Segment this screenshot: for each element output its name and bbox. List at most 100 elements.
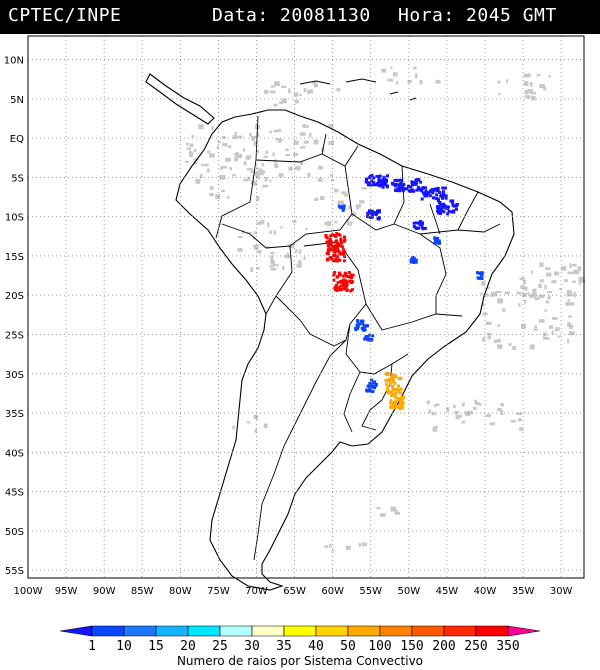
cloud-pixel [567, 299, 570, 302]
legend-tick-label: 200 [432, 639, 455, 654]
cloud-pixel [284, 255, 291, 259]
cloud-pixel [251, 135, 257, 139]
cloud-pixel [320, 195, 325, 200]
cloud-pixel [516, 291, 522, 295]
cloud-pixel [517, 418, 522, 422]
cloud-pixel [285, 154, 291, 157]
lightning-pixel [338, 233, 342, 237]
cloud-pixel [186, 142, 189, 146]
lightning-pixel [391, 385, 394, 388]
cloud-pixel [533, 328, 538, 331]
cloud-pixel [381, 68, 387, 73]
lightning-pixel [414, 183, 418, 186]
lightning-pixel [340, 245, 344, 249]
cloud-pixel [579, 279, 586, 283]
lightning-pixel [438, 191, 442, 194]
cloud-pixel [272, 152, 275, 157]
cloud-pixel [559, 288, 562, 291]
lightning-pixel [343, 271, 347, 275]
cloud-pixel [263, 155, 268, 159]
lightning-pixel [381, 185, 385, 189]
cloud-pixel [487, 335, 491, 340]
lightning-pixel [393, 184, 397, 188]
cloud-pixel [486, 286, 490, 289]
lightning-pixel [342, 287, 346, 291]
lightning-pixel [441, 205, 445, 208]
lightning-pixel [335, 239, 339, 243]
cloud-pixel [358, 543, 361, 548]
lightning-pixel [325, 258, 329, 262]
lat-tick-label: 5N [10, 95, 24, 106]
cloud-pixel [356, 206, 360, 210]
lightning-pixel [428, 194, 432, 198]
cloud-pixel [194, 148, 197, 153]
lightning-pixel [398, 391, 402, 395]
cloud-pixel [193, 158, 199, 161]
lightning-pixel [480, 271, 484, 275]
cloud-pixel [295, 100, 299, 104]
lightning-pixel [422, 186, 426, 190]
lightning-pixel [348, 279, 352, 283]
lightning-pixel [334, 284, 338, 287]
lightning-pixel [436, 208, 440, 212]
lightning-pixel [389, 401, 393, 404]
cloud-pixel [265, 151, 268, 154]
lightning-pixel [432, 196, 435, 200]
cloud-pixel [273, 103, 278, 107]
cloud-pixel [293, 140, 299, 145]
lightning-pixel [441, 190, 445, 194]
cloud-pixel [502, 308, 506, 313]
cloud-pixel [227, 195, 230, 199]
cloud-pixel [435, 79, 441, 84]
lightning-pixel [330, 233, 334, 237]
lightning-pixel [412, 181, 416, 185]
legend-tick-label: 50 [340, 639, 356, 654]
lightning-pixel [327, 244, 331, 248]
cloud-pixel [457, 414, 463, 418]
cloud-pixel [328, 124, 332, 127]
legend-labels: 1 10 15 20 25 30 35 40 50 100 150 200 250 350 [88, 639, 520, 654]
cloud-pixel [273, 129, 279, 133]
cloud-pixel [392, 72, 398, 77]
cloud-pixel [379, 513, 386, 517]
lightning-pixel [393, 178, 397, 182]
lightning-pixel [371, 334, 375, 338]
cloud-pixel [330, 174, 333, 177]
cloud-pixel [270, 260, 275, 265]
cloud-pixel [498, 93, 501, 96]
lightning-pixel [335, 287, 339, 291]
lightning-pixel [350, 281, 353, 285]
lat-tick-label: 25S [5, 330, 24, 341]
lightning-pixel [349, 273, 353, 277]
lightning-pixel [333, 270, 337, 274]
cloud-pixel [246, 168, 253, 171]
cloud-pixel [234, 156, 238, 162]
lightning-pixel [434, 239, 437, 243]
cloud-pixel [256, 167, 259, 170]
legend-tick-label: 15 [148, 639, 164, 654]
lon-tick-label: 45W [436, 586, 459, 597]
cloud-pixel [318, 165, 323, 170]
cloud-pixel [566, 291, 573, 297]
lightning-pixel [343, 283, 346, 286]
lightning-pixel [337, 258, 341, 262]
lightning-pixel [423, 226, 427, 230]
cloud-pixel [198, 124, 204, 130]
cloud-pixel [261, 163, 264, 167]
cloud-pixel [209, 193, 214, 197]
lightning-pixel [397, 398, 401, 401]
lightning-pixel [394, 189, 398, 192]
lightning-pixel [480, 272, 484, 276]
cloud-pixel [432, 426, 438, 432]
lightning-pixel [374, 383, 378, 386]
cloud-pixel [500, 409, 504, 415]
cloud-pixel [186, 147, 191, 150]
lightning-pixel [390, 403, 394, 407]
cloud-pixel [413, 66, 417, 70]
cloud-pixel [252, 181, 258, 186]
lightning-pixel [338, 252, 342, 256]
date-label: Data: 20081130 [212, 5, 371, 26]
lightning-pixel [324, 234, 328, 237]
lightning-pixel [356, 319, 360, 322]
legend-tick-label: 10 [116, 639, 132, 654]
